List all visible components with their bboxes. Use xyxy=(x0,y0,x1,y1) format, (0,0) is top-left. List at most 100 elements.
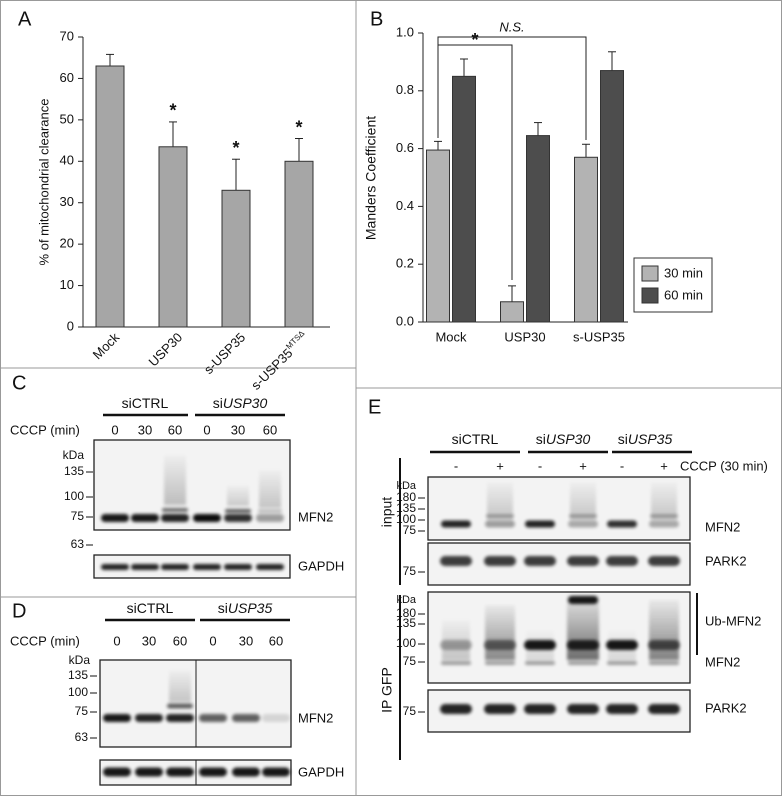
panel-letter: C xyxy=(12,372,26,394)
group-gene: USP35 xyxy=(628,431,673,447)
band xyxy=(103,714,131,722)
band xyxy=(131,564,159,570)
blot xyxy=(427,689,691,733)
blot-label: PARK2 xyxy=(705,553,747,568)
band xyxy=(650,514,678,518)
band xyxy=(262,767,290,777)
band xyxy=(484,704,516,714)
lane-label: 0 xyxy=(111,422,118,437)
x-tick-label: Mock xyxy=(435,329,467,344)
panel-letter: B xyxy=(370,8,383,30)
band xyxy=(135,714,163,722)
marker-label: 100 xyxy=(68,685,88,699)
blot xyxy=(427,542,691,586)
band xyxy=(567,556,599,566)
blot-label: MFN2 xyxy=(705,654,740,669)
bar xyxy=(284,160,314,328)
y-axis-label: Manders Coefficient xyxy=(363,116,379,240)
blot-label: PARK2 xyxy=(705,700,747,715)
band xyxy=(440,556,472,566)
group-prefix: si xyxy=(536,431,546,447)
marker-label: 75 xyxy=(403,564,417,578)
y-tick-label: 0.2 xyxy=(396,256,414,271)
band xyxy=(441,520,471,528)
group-label: siCTRL xyxy=(127,600,174,616)
row-label: CCCP (30 min) xyxy=(680,458,768,473)
bar xyxy=(600,70,624,323)
group-label: siUSP35 xyxy=(218,600,273,616)
lane-label: 60 xyxy=(263,422,277,437)
band xyxy=(486,514,514,518)
panel-letter: D xyxy=(12,600,26,622)
band xyxy=(135,767,163,777)
x-tick-label: USP30 xyxy=(504,329,545,344)
smear xyxy=(164,455,186,505)
band xyxy=(256,564,284,570)
band xyxy=(607,520,637,528)
blot xyxy=(93,554,291,579)
bar xyxy=(221,189,251,328)
marker-label: 75 xyxy=(403,654,417,668)
blot-label: MFN2 xyxy=(298,710,333,725)
group-prefix: siCTRL xyxy=(452,431,499,447)
group-label: siUSP35 xyxy=(618,431,673,447)
smear xyxy=(485,605,515,660)
smear xyxy=(570,482,596,520)
band xyxy=(441,661,471,665)
band xyxy=(193,564,221,570)
band xyxy=(167,703,193,709)
kda: kDa xyxy=(396,594,416,606)
group-label: siCTRL xyxy=(122,395,169,411)
row-label: CCCP (min) xyxy=(10,422,80,437)
lane-label: 30 xyxy=(231,422,245,437)
group-gene: USP30 xyxy=(546,431,591,447)
band xyxy=(161,514,189,522)
y-tick-label: 0.6 xyxy=(396,140,414,155)
marker-label: 75 xyxy=(71,509,85,523)
marker-label: 100 xyxy=(396,636,416,650)
group-prefix: si xyxy=(618,431,628,447)
lane-label: 60 xyxy=(173,633,187,648)
kda: kDa xyxy=(69,653,91,667)
band xyxy=(648,556,680,566)
band xyxy=(131,514,159,522)
legend-swatch xyxy=(641,287,659,304)
marker-label: 135 xyxy=(396,501,416,515)
band xyxy=(606,704,638,714)
band xyxy=(258,509,282,513)
y-tick-label: 20 xyxy=(60,236,74,251)
blot-label: Ub-MFN2 xyxy=(705,613,761,628)
bar xyxy=(95,65,125,328)
marker-label: 100 xyxy=(396,512,416,526)
section-label: input xyxy=(379,497,395,527)
panel-letter: E xyxy=(368,396,381,418)
band xyxy=(649,661,679,665)
band xyxy=(567,640,599,650)
smear xyxy=(567,595,599,660)
y-tick-label: 1.0 xyxy=(396,24,414,39)
y-tick-label: 0 xyxy=(67,318,74,333)
band xyxy=(103,767,131,777)
annotation: N.S. xyxy=(499,19,524,34)
marker-label: 135 xyxy=(68,668,88,682)
row-label: CCCP (min) xyxy=(10,633,80,648)
band xyxy=(162,508,188,512)
band xyxy=(649,520,679,528)
lane-label: 0 xyxy=(113,633,120,648)
band xyxy=(568,520,598,528)
blot-label: GAPDH xyxy=(298,764,344,779)
marker-label: 180 xyxy=(396,490,416,504)
y-tick-label: 0.4 xyxy=(396,198,414,213)
y-tick-label: 30 xyxy=(60,194,74,209)
kda: kDa xyxy=(63,448,85,462)
marker-label: 100 xyxy=(64,489,84,503)
band xyxy=(648,704,680,714)
band xyxy=(161,564,189,570)
band xyxy=(524,704,556,714)
band xyxy=(199,714,227,722)
marker-label: 135 xyxy=(64,464,84,478)
kda: kDa xyxy=(396,480,416,492)
group-gene: USP35 xyxy=(228,600,273,616)
lane-label: 60 xyxy=(168,422,182,437)
marker-label: 63 xyxy=(71,537,85,551)
